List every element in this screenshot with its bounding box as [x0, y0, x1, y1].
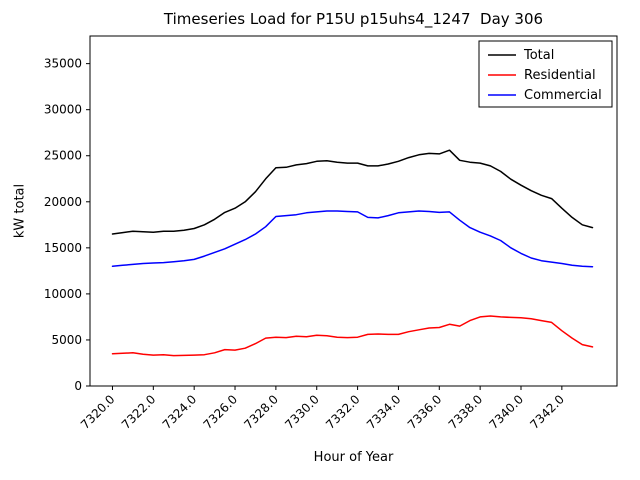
x-tick-label: 7328.0 [241, 392, 281, 432]
y-tick-label: 30000 [44, 103, 82, 117]
x-tick-label: 7330.0 [282, 392, 322, 432]
x-tick-label: 7322.0 [119, 392, 159, 432]
chart-title: Timeseries Load for P15U p15uhs4_1247 Da… [163, 10, 544, 28]
x-tick-label: 7332.0 [323, 392, 363, 432]
y-tick-label: 35000 [44, 57, 82, 71]
legend-label-commercial: Commercial [524, 88, 602, 103]
y-tick-label: 15000 [44, 241, 82, 255]
x-tick-label: 7342.0 [527, 392, 567, 432]
x-tick-label: 7338.0 [446, 392, 486, 432]
series-line-residential [111, 315, 594, 357]
y-axis-label: kW total [12, 183, 28, 239]
legend-label-residential: Residential [524, 68, 596, 83]
y-tick-label: 5000 [51, 333, 82, 347]
x-tick-label: 7324.0 [160, 392, 200, 432]
y-tick-label: 10000 [44, 287, 82, 301]
series-line-total [111, 149, 594, 235]
series-line-commercial [111, 210, 594, 268]
y-tick-label: 25000 [44, 149, 82, 163]
x-tick-label: 7326.0 [201, 392, 241, 432]
y-tick-label: 20000 [44, 195, 82, 209]
x-axis-label: Hour of Year [313, 450, 394, 465]
x-tick-label: 7320.0 [78, 392, 118, 432]
x-tick-label: 7336.0 [405, 392, 445, 432]
y-tick-label: 0 [74, 379, 82, 393]
x-tick-label: 7334.0 [364, 392, 404, 432]
legend-box [478, 40, 613, 108]
x-tick-label: 7340.0 [487, 392, 527, 432]
legend-label-total: Total [523, 48, 554, 63]
